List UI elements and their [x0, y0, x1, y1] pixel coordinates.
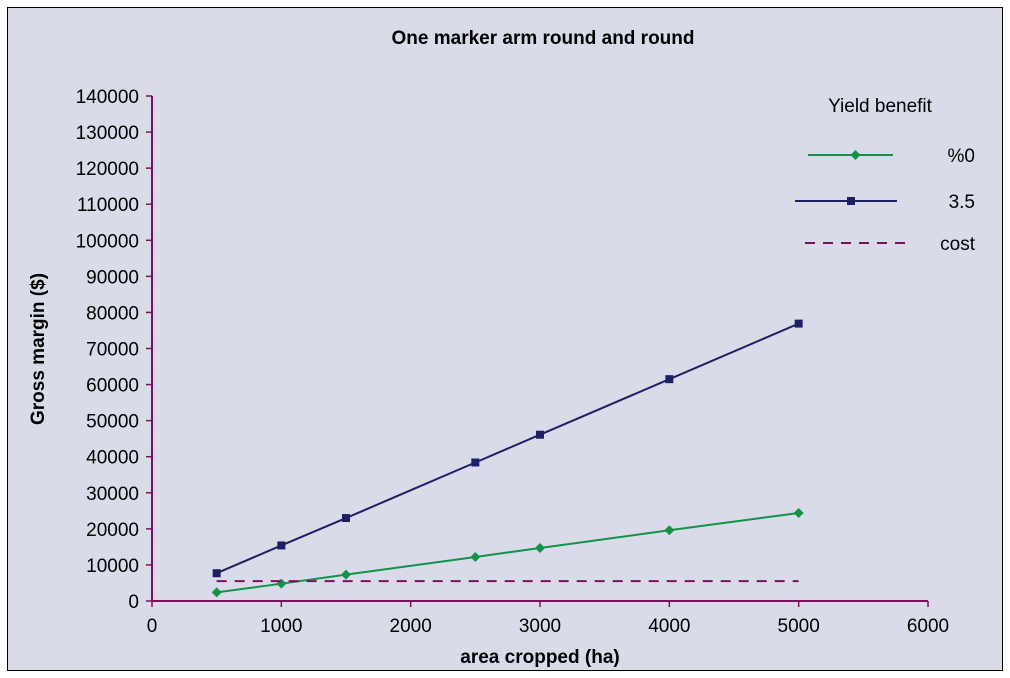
- data-point: [212, 569, 221, 578]
- y-tick-label: 130000: [76, 123, 139, 144]
- y-tick-label: 110000: [77, 195, 139, 216]
- data-point: [794, 319, 803, 328]
- x-tick-label: 6000: [907, 616, 949, 637]
- legend-label: cost: [940, 234, 976, 255]
- x-tick-label: 1000: [260, 616, 302, 637]
- legend-entries: %0 3.5 cost: [795, 146, 976, 255]
- x-tick-label: 3000: [519, 616, 561, 637]
- axes: [151, 96, 928, 602]
- y-tick-label: 70000: [86, 340, 139, 361]
- data-point: [664, 525, 675, 536]
- y-tick-label: 90000: [86, 267, 139, 288]
- y-tick-label: 40000: [86, 448, 139, 469]
- x-tick-label: 4000: [648, 616, 690, 637]
- y-tick-label: 100000: [76, 231, 139, 252]
- legend-label: 3.5: [949, 192, 975, 213]
- legend-marker: [850, 150, 861, 160]
- y-tick-label: 60000: [86, 376, 139, 397]
- data-point: [536, 430, 544, 439]
- y-axis-label: Gross margin ($): [28, 273, 49, 425]
- legend-entry: %0: [808, 146, 975, 167]
- series-2: [212, 319, 803, 578]
- legend: Yield benefit %0 3.5 cost: [795, 96, 976, 255]
- y-tick-label: 120000: [76, 159, 139, 180]
- y-tick-label: 0: [128, 592, 139, 613]
- chart-title: One marker arm round and round: [392, 28, 695, 49]
- legend-marker: [847, 197, 855, 205]
- x-tick-label: 5000: [778, 616, 820, 637]
- x-tick-label: 0: [147, 616, 158, 637]
- legend-label: %0: [948, 146, 975, 167]
- data-point: [277, 541, 286, 550]
- chart-area: [7, 7, 1003, 671]
- y-tick-label: 20000: [86, 520, 139, 541]
- y-tick-label: 80000: [86, 303, 139, 324]
- data-point: [793, 507, 804, 518]
- data-point: [211, 587, 222, 598]
- y-axis-ticks: 0 10000 20000 30000 40000 50000 60000 70000 8000…: [76, 87, 152, 613]
- data-point: [341, 569, 351, 580]
- data-point: [470, 551, 481, 562]
- y-tick-label: 50000: [86, 412, 139, 433]
- y-tick-label: 140000: [76, 87, 139, 108]
- x-axis-label: area cropped (ha): [460, 647, 619, 668]
- legend-entry: cost: [805, 234, 976, 255]
- series-1: [211, 507, 804, 598]
- legend-title: Yield benefit: [828, 96, 933, 117]
- data-point: [535, 542, 545, 553]
- data-point: [665, 375, 674, 384]
- y-tick-label: 30000: [86, 484, 139, 505]
- series-line: [216, 322, 800, 575]
- x-axis-ticks: 0 1000 2000 3000 4000 5000 6000: [147, 601, 949, 637]
- x-tick-label: 2000: [390, 616, 432, 637]
- plot-series: [211, 319, 804, 598]
- legend-entry: 3.5: [795, 192, 975, 213]
- data-point: [471, 458, 480, 467]
- y-tick-label: 10000: [86, 556, 139, 577]
- data-point: [342, 514, 350, 523]
